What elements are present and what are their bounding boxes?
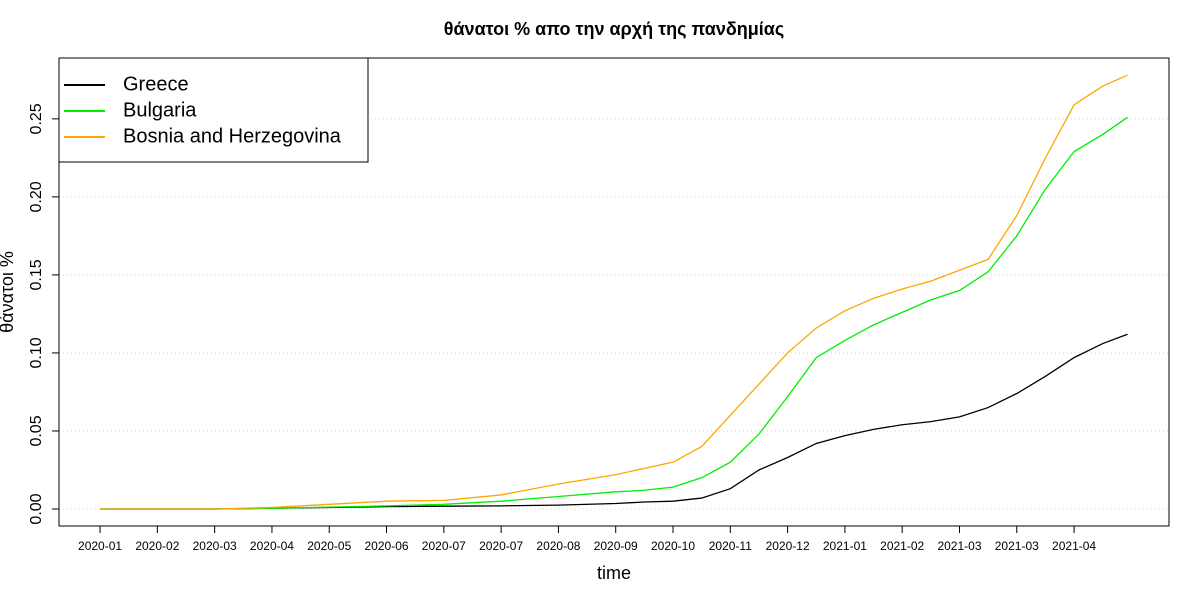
x-tick-label: 2021-04 [1052, 539, 1096, 553]
legend-label: Greece [123, 73, 189, 95]
line [100, 116, 1128, 510]
legend-label: Bosnia and Herzegovina [123, 125, 342, 147]
y-tick-label: 0.25 [28, 103, 45, 134]
x-tick-label: 2020-12 [766, 539, 810, 553]
x-tick-label: 2021-03 [995, 539, 1039, 553]
line [100, 74, 1128, 510]
y-tick-label: 0.05 [28, 415, 45, 446]
y-tick-label: 0.10 [28, 337, 45, 368]
x-tick-label: 2020-03 [193, 539, 237, 553]
x-tick-label: 2020-04 [250, 539, 294, 553]
chart-title: θάνατοι % απο την αρχή της πανδημίας [444, 19, 784, 39]
x-tick-label: 2021-01 [823, 539, 867, 553]
x-tick-label: 2020-06 [365, 539, 409, 553]
y-tick-label: 0.00 [28, 493, 45, 524]
legend-frame [58, 57, 369, 163]
x-tick-label: 2020-01 [78, 539, 122, 553]
x-axis-label: time [597, 563, 631, 583]
legend-label: Bulgaria [123, 99, 197, 121]
x-tick-label: 2021-03 [937, 539, 981, 553]
y-tick-label: 0.15 [28, 259, 45, 290]
plot-frame [58, 57, 1170, 527]
x-tick-label: 2020-08 [536, 539, 580, 553]
x-tick-label: 2020-11 [709, 539, 752, 553]
x-tick-label: 2020-07 [479, 539, 523, 553]
y-tick-label: 0.20 [28, 181, 45, 212]
x-tick-label: 2020-07 [422, 539, 466, 553]
x-tick-label: 2021-02 [880, 539, 924, 553]
line [100, 333, 1128, 510]
x-tick-label: 2020-09 [594, 539, 638, 553]
x-tick-label: 2020-05 [307, 539, 351, 553]
x-tick-label: 2020-02 [135, 539, 179, 553]
y-axis-label: θάνατοι % [0, 251, 17, 333]
x-tick-label: 2020-10 [651, 539, 695, 553]
